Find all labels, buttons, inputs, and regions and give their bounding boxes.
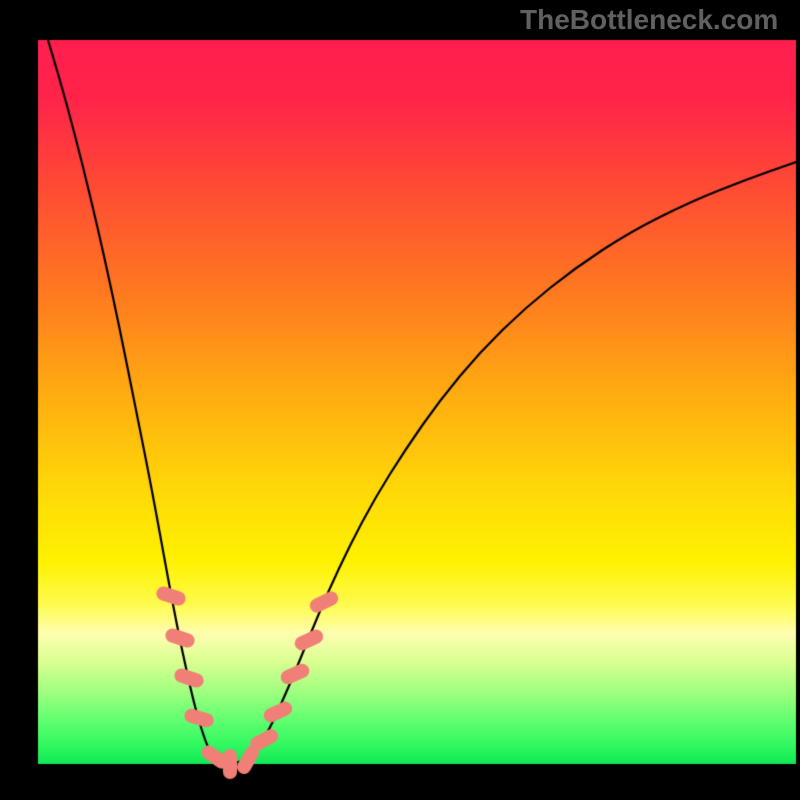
chart-container: TheBottleneck.com xyxy=(0,0,800,800)
watermark-text: TheBottleneck.com xyxy=(520,4,778,36)
chart-canvas xyxy=(0,0,800,800)
